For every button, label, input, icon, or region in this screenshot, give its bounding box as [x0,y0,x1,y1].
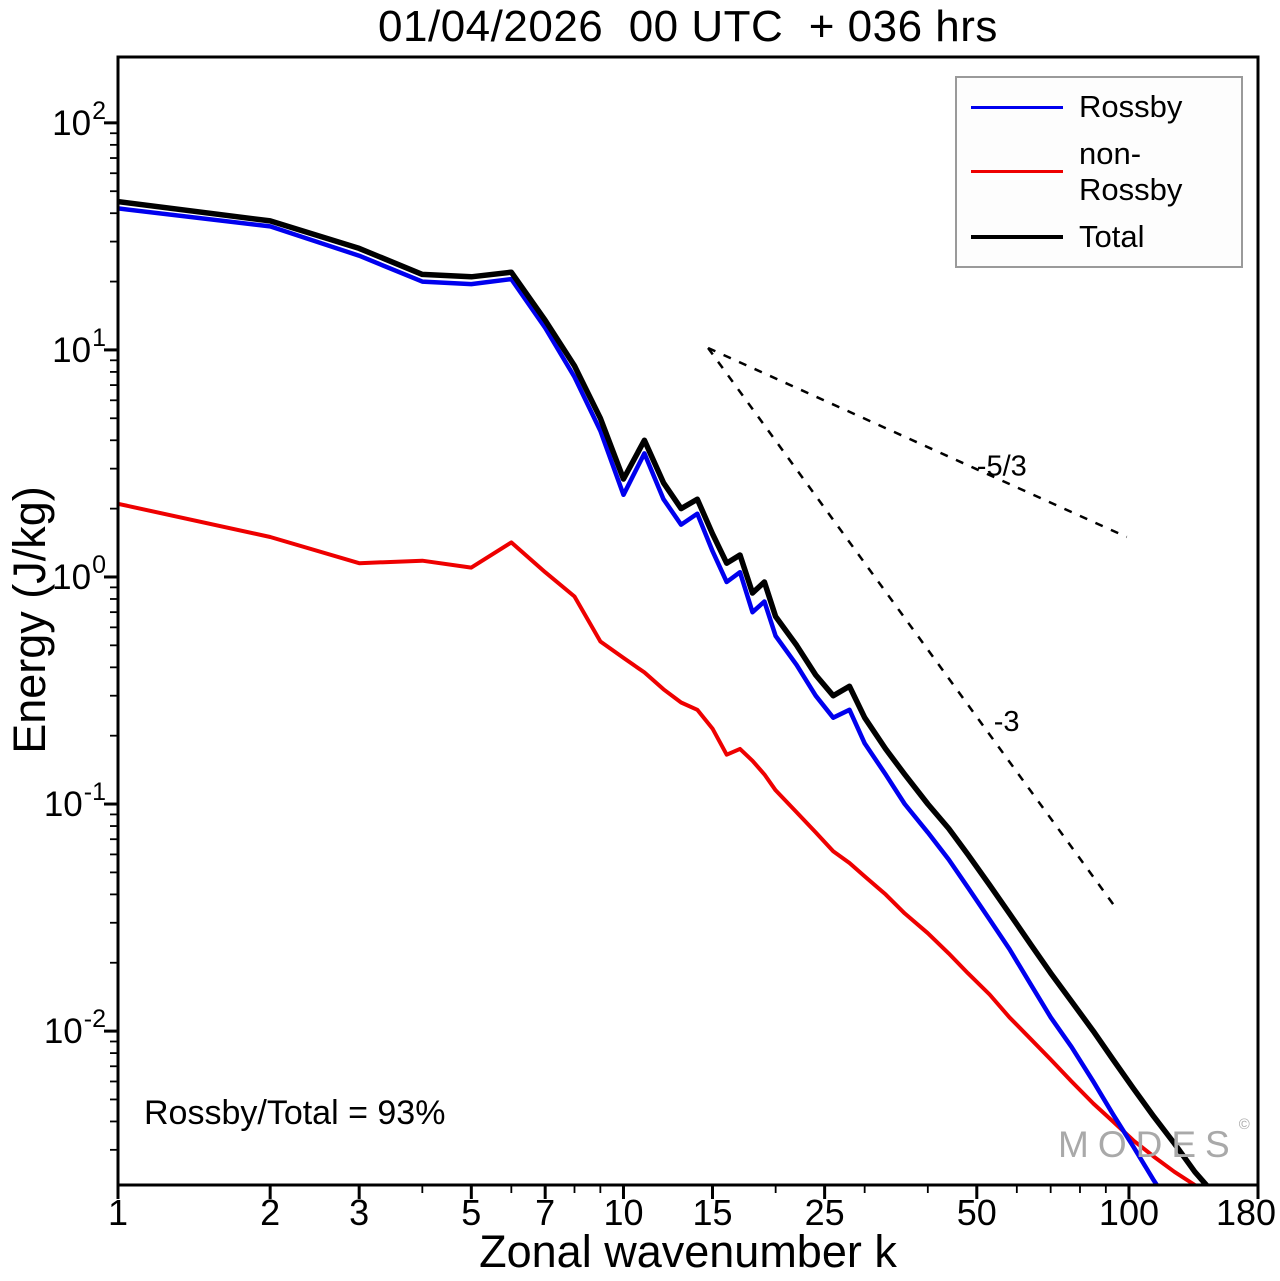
x-tick-label: 7 [535,1192,555,1233]
legend-row-non-rossby: non-Rossby [957,136,1241,208]
slope-ref-line [707,347,1119,912]
non-rossby-line [118,501,1199,1185]
x-tick-label: 100 [1099,1192,1159,1233]
legend-line-sample [971,105,1063,109]
x-tick-label: 50 [957,1192,997,1233]
legend-row-rossby: Rossby [957,89,1241,125]
y-tick-label: 10-2 [44,1005,106,1051]
modes-watermark: MODES© [1058,1116,1250,1166]
y-tick-label: 101 [52,324,106,370]
rossby-total-ratio-text: Rossby/Total = 93% [144,1094,446,1132]
slope-label: -3 [994,706,1020,738]
legend-label: Total [1079,218,1145,254]
x-tick-label: 1 [108,1192,128,1233]
y-tick-label: 102 [52,97,106,143]
x-tick-label: 5 [461,1192,481,1233]
slope-ref-line [707,346,1128,539]
legend-line-sample [971,170,1063,174]
x-tick-label: 25 [805,1192,845,1233]
x-tick-label: 15 [692,1192,732,1233]
slope-label: -5/3 [977,450,1027,482]
legend-label: Rossby [1079,89,1183,125]
x-tick-label: 2 [260,1192,280,1233]
y-axis-label: Energy (J/kg) [4,486,55,754]
legend-row-total: Total [957,219,1241,255]
x-axis-label: Zonal wavenumber k [479,1226,897,1277]
x-tick-label: 180 [1216,1192,1276,1233]
total-line [118,198,1210,1185]
watermark-text: MODES [1058,1124,1239,1165]
rossby-line [118,206,1160,1185]
legend: Rossby non-Rossby Total [955,76,1243,268]
x-tick-label: 10 [603,1192,643,1233]
chart-title: 01/04/2026 00 UTC + 036 hrs [378,2,998,51]
legend-line-sample [971,234,1063,239]
y-tick-label: 10-1 [44,778,106,824]
x-tick-label: 3 [349,1192,369,1233]
copyright-icon: © [1238,1116,1250,1133]
y-tick-label: 100 [52,551,106,597]
plot-frame [116,55,1260,1187]
legend-label: non-Rossby [1079,135,1183,207]
